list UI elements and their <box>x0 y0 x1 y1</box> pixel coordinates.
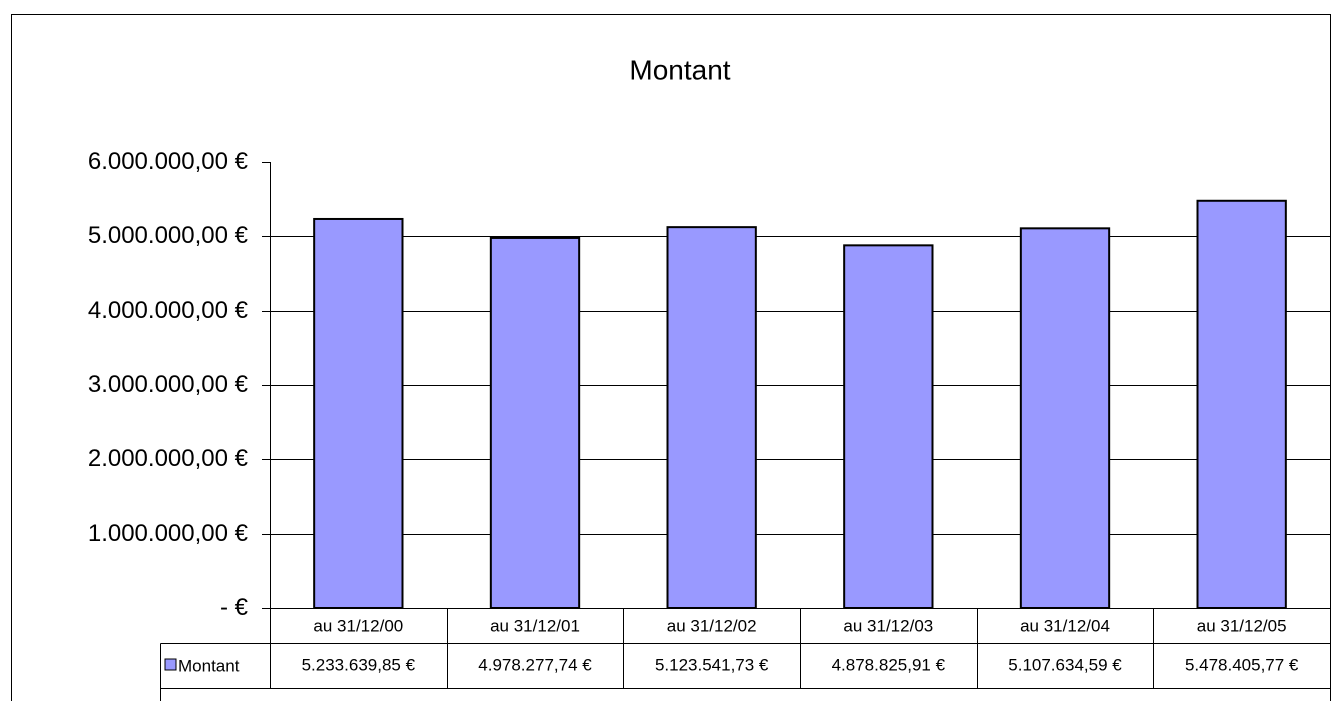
y-tick-label: 6.000.000,00 € <box>88 148 249 175</box>
bar <box>313 217 404 610</box>
data-label: 4.978.277,74 € <box>478 655 592 674</box>
data-label: 4.878.825,91 € <box>832 655 946 674</box>
y-tick-label: 3.000.000,00 € <box>88 371 249 398</box>
y-tick-label: 4.000.000,00 € <box>88 297 249 324</box>
data-label: 5.233.639,85 € <box>302 655 416 674</box>
data-label: 5.478.405,77 € <box>1185 655 1299 674</box>
bar <box>666 226 757 610</box>
chart-border <box>11 14 1331 701</box>
y-tick-label: - € <box>220 594 249 621</box>
data-label: 5.107.634,59 € <box>1008 655 1122 674</box>
x-tick-label: au 31/12/04 <box>1020 616 1110 635</box>
bar <box>1196 199 1287 609</box>
y-tick-label: 1.000.000,00 € <box>88 520 249 547</box>
bar <box>1019 227 1111 609</box>
x-tick-label: au 31/12/01 <box>490 616 580 635</box>
chart-title: Montant <box>629 54 730 85</box>
legend-label: Montant <box>178 656 240 675</box>
y-tick-label: 5.000.000,00 € <box>88 222 249 249</box>
x-tick-label: au 31/12/02 <box>667 616 757 635</box>
bar <box>843 244 934 609</box>
bar <box>489 236 581 609</box>
x-tick-label: au 31/12/03 <box>843 616 933 635</box>
y-tick-label: 2.000.000,00 € <box>88 445 249 472</box>
x-tick-label: au 31/12/05 <box>1197 616 1287 635</box>
x-tick-label: au 31/12/00 <box>313 616 403 635</box>
legend-key <box>164 658 177 671</box>
data-label: 5.123.541,73 € <box>655 655 769 674</box>
